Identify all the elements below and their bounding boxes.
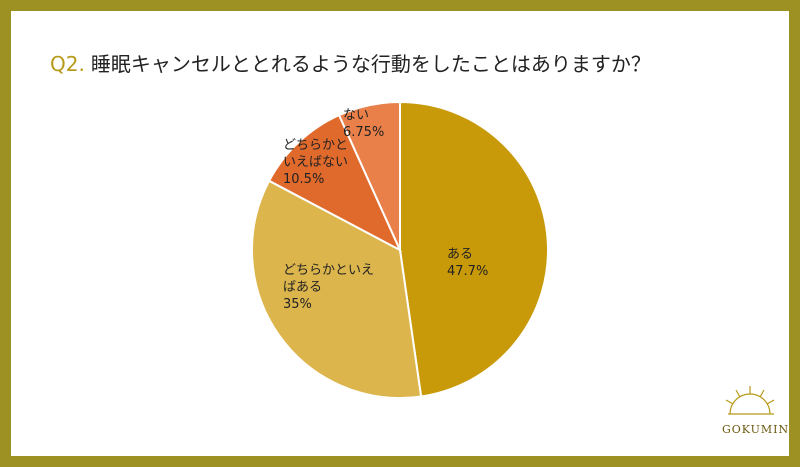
pie-slice (399, 100, 549, 398)
slice-label: どちらかといえばない 10.5% (283, 137, 351, 188)
pie-slice (251, 179, 423, 399)
logo: GOKUMIN (722, 423, 790, 436)
category: ある (447, 247, 474, 262)
pie-slice (337, 100, 401, 251)
slice-label: どちらかといえばある 35% (283, 262, 377, 313)
slice-label: ある 47.7% (447, 246, 525, 280)
category: どちらかといえばある (283, 263, 375, 295)
slice-label: ない 6.75% (343, 107, 385, 141)
value-label: 47.7% (447, 264, 489, 279)
value-label: 10.5% (283, 172, 325, 187)
question-label: Q2. (50, 52, 85, 76)
category: どちらかといえばない (283, 138, 349, 170)
category: ない (343, 108, 370, 123)
pie-slice (267, 113, 403, 253)
logo-icon (725, 386, 775, 415)
title-text: 睡眠キャンセルととれるような行動をしたことはありますか？ (90, 52, 651, 76)
value-label: 6.75% (343, 125, 385, 140)
value-label: 35% (283, 297, 312, 312)
chart-title: Q2. 睡眠キャンセルととれるような行動をしたことはありますか？ (50, 48, 651, 77)
